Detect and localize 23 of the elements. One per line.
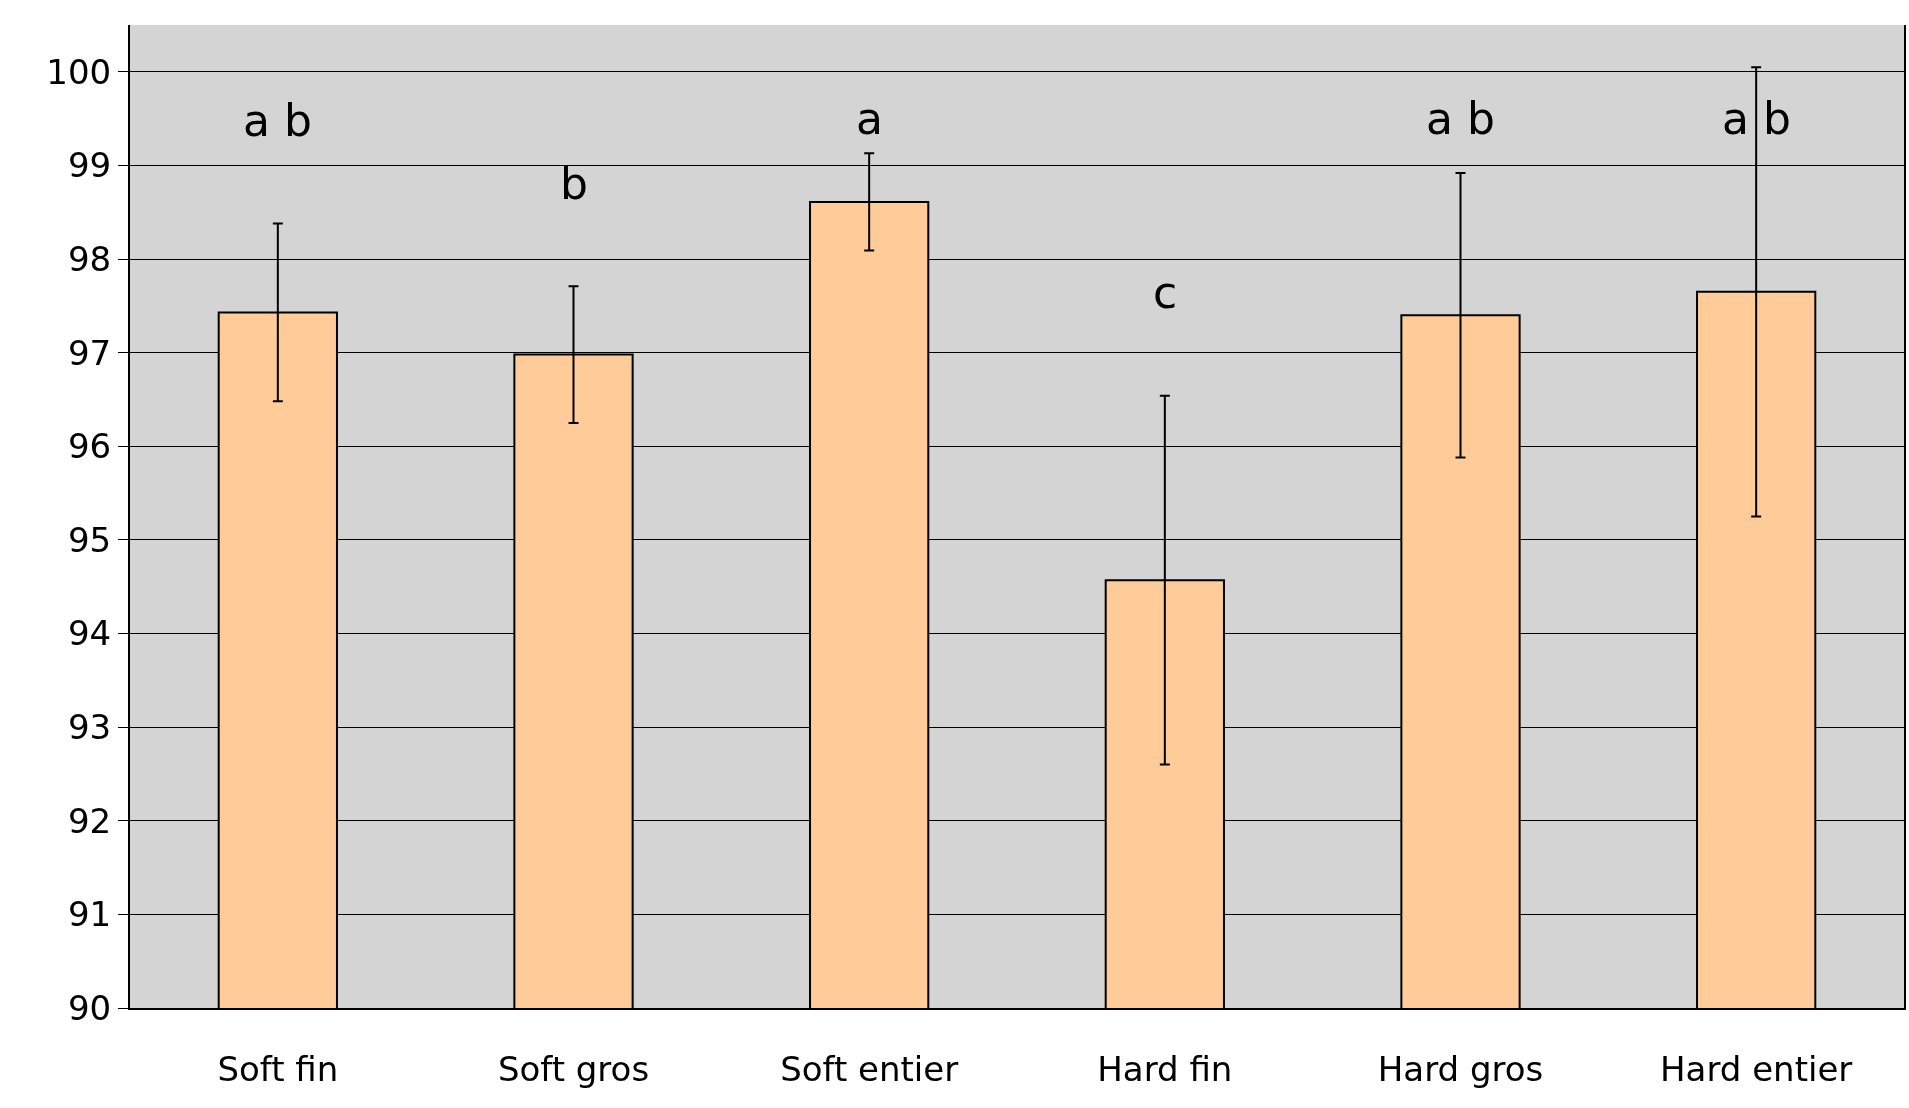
annotation: a b — [1722, 93, 1791, 144]
x-tick-label: Soft entier — [780, 1048, 959, 1089]
y-tick-label: 98 — [67, 238, 112, 279]
y-tick-label: 91 — [67, 894, 112, 935]
y-tick-label: 94 — [67, 613, 112, 654]
annotation: a b — [243, 95, 312, 146]
y-tick-label: 93 — [67, 707, 112, 748]
x-tick-label: Soft gros — [497, 1048, 650, 1089]
x-tick-label: Hard entier — [1660, 1048, 1853, 1089]
y-tick-label: 96 — [67, 426, 112, 467]
y-tick-label: 90 — [67, 987, 112, 1028]
x-tick-label: Hard gros — [1377, 1048, 1544, 1089]
y-tick-label: 99 — [67, 145, 112, 186]
y-tick-label: 97 — [67, 332, 112, 373]
annotation: c — [1153, 267, 1178, 318]
y-tick-label: 92 — [67, 800, 112, 841]
x-tick-label: Hard fin — [1097, 1048, 1233, 1089]
annotation: a — [856, 93, 883, 144]
y-tick-label: 95 — [67, 519, 112, 560]
y-tick-label: 100 — [46, 51, 112, 92]
x-tick-label: Soft fin — [217, 1048, 339, 1089]
annotation: b — [560, 158, 588, 209]
annotation: a b — [1426, 93, 1495, 144]
